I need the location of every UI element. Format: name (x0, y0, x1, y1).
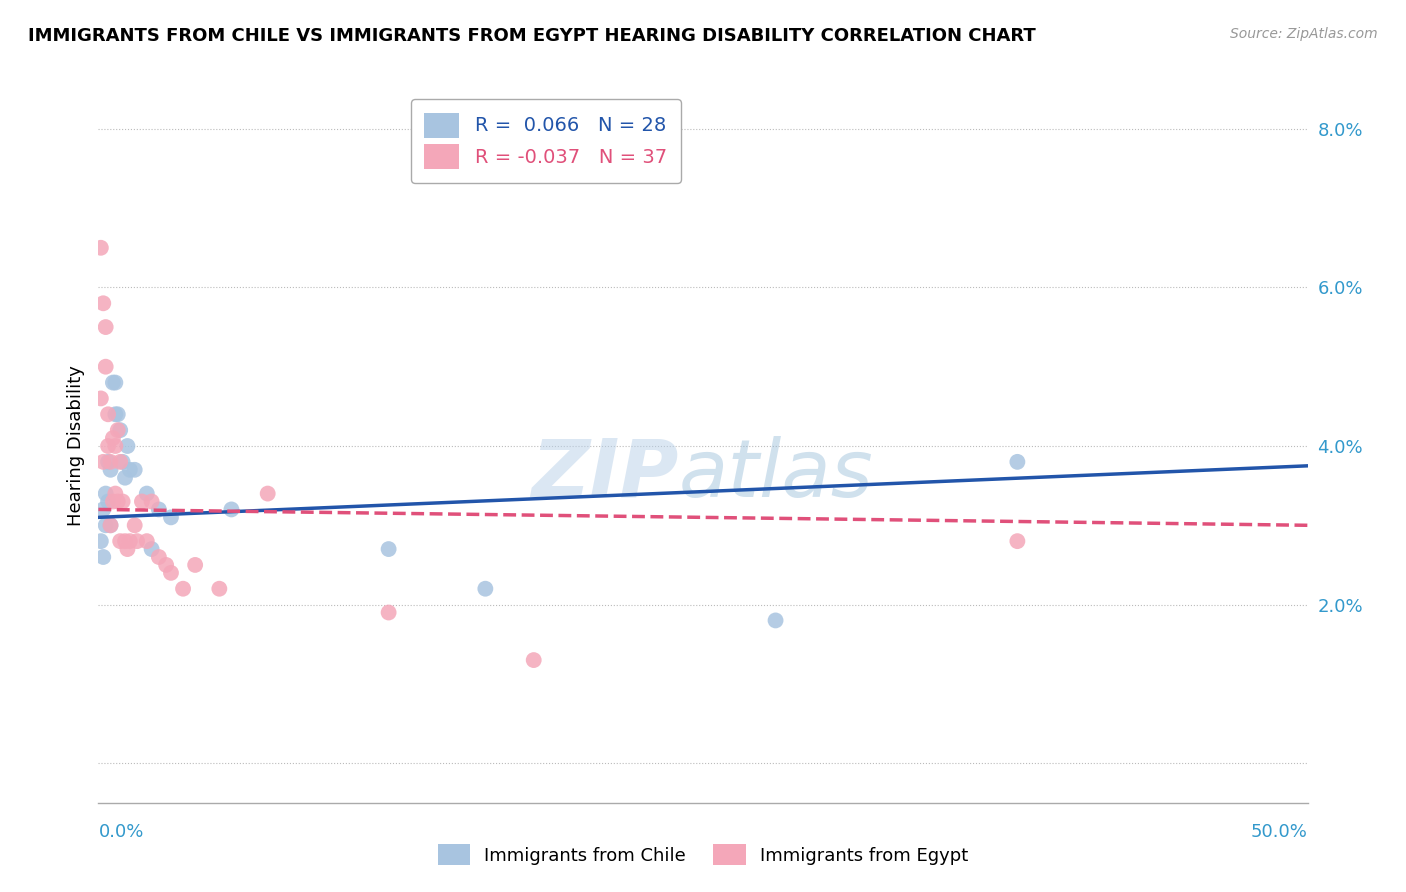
Point (97, 439, 120, 453)
Point (160, 510, 183, 524)
Y-axis label: Hearing Disability: Hearing Disability (66, 366, 84, 526)
Point (523, 653, 546, 667)
Point (221, 502, 243, 516)
Point (765, 614, 787, 628)
Point (108, 423, 131, 437)
Point (135, 534, 157, 549)
Point (111, 494, 134, 508)
Point (90, 241, 112, 255)
Point (135, 486, 157, 500)
Point (377, 606, 399, 620)
Point (94, 518, 117, 533)
Point (117, 542, 139, 557)
Point (107, 494, 129, 508)
Point (208, 582, 231, 596)
Point (91, 296, 114, 310)
Point (114, 471, 136, 485)
Point (148, 502, 170, 516)
Point (474, 582, 496, 596)
Point (104, 376, 127, 390)
Text: Source: ZipAtlas.com: Source: ZipAtlas.com (1230, 27, 1378, 41)
Point (97, 494, 120, 508)
Point (91, 502, 114, 516)
Point (141, 542, 163, 557)
Point (104, 439, 127, 453)
Point (184, 558, 207, 572)
Point (94, 320, 117, 334)
Point (124, 463, 146, 477)
Point (114, 534, 136, 549)
Point (91, 549, 114, 564)
Point (90, 534, 112, 549)
Point (108, 455, 131, 469)
Point (148, 549, 170, 564)
Point (100, 463, 122, 477)
Point (256, 486, 278, 500)
Point (94, 486, 117, 500)
Text: atlas: atlas (679, 435, 873, 514)
Point (94, 359, 117, 374)
Point (118, 463, 141, 477)
Point (124, 518, 146, 533)
Point (160, 566, 183, 580)
Point (104, 486, 127, 500)
Point (100, 455, 122, 469)
Point (104, 407, 127, 421)
Point (100, 518, 122, 533)
Point (108, 534, 131, 549)
Point (131, 494, 153, 508)
Text: IMMIGRANTS FROM CHILE VS IMMIGRANTS FROM EGYPT HEARING DISABILITY CORRELATION CH: IMMIGRANTS FROM CHILE VS IMMIGRANTS FROM… (28, 27, 1036, 45)
Point (127, 534, 149, 549)
Point (117, 439, 139, 453)
Point (107, 407, 129, 421)
Point (100, 518, 122, 533)
Point (377, 542, 399, 557)
Point (111, 455, 134, 469)
Text: ZIP: ZIP (531, 435, 679, 514)
Point (107, 423, 129, 437)
Text: 50.0%: 50.0% (1251, 822, 1308, 840)
Point (91, 455, 114, 469)
Text: 0.0%: 0.0% (98, 822, 143, 840)
Point (172, 582, 194, 596)
Point (101, 431, 124, 445)
Point (118, 534, 141, 549)
Point (141, 494, 163, 508)
Point (90, 392, 112, 406)
Point (1007, 534, 1029, 549)
Legend: Immigrants from Chile, Immigrants from Egypt: Immigrants from Chile, Immigrants from E… (429, 835, 977, 874)
Point (97, 455, 120, 469)
Point (1007, 455, 1029, 469)
Point (97, 407, 120, 421)
Point (155, 558, 177, 572)
Point (101, 376, 124, 390)
Legend: R =  0.066   N = 28, R = -0.037   N = 37: R = 0.066 N = 28, R = -0.037 N = 37 (411, 99, 681, 183)
Point (101, 494, 124, 508)
